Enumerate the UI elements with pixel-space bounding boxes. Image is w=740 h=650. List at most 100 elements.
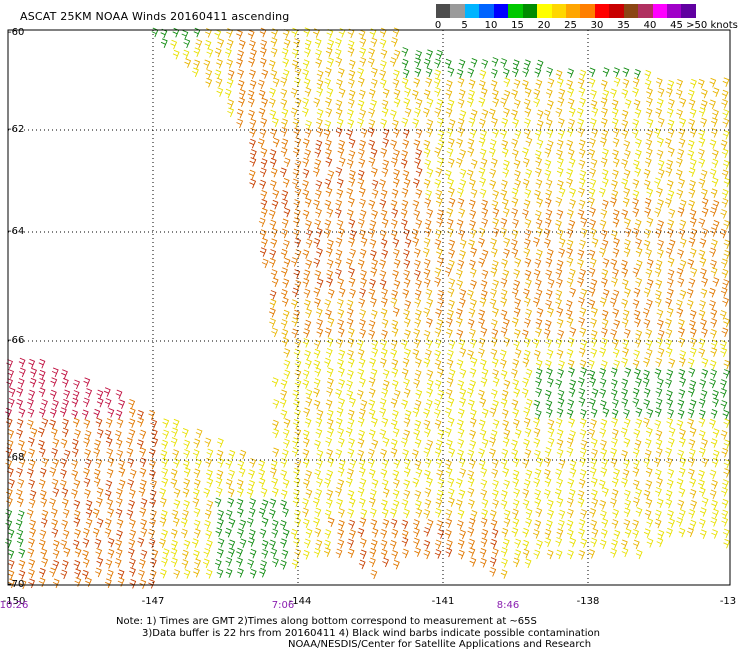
wind-barb xyxy=(216,87,224,97)
wind-barb xyxy=(391,358,399,369)
wind-barb xyxy=(170,468,178,479)
wind-barb xyxy=(566,257,574,267)
wind-barb xyxy=(558,519,565,530)
wind-barb xyxy=(490,337,498,347)
wind-barb xyxy=(502,538,510,548)
wind-barb xyxy=(457,419,464,429)
wind-barb xyxy=(481,269,489,280)
wind-barb xyxy=(601,318,609,329)
wind-barb xyxy=(503,517,511,528)
wind-barb xyxy=(589,219,596,229)
wind-barb xyxy=(567,337,575,347)
wind-barb xyxy=(382,88,390,98)
colorbar-swatch xyxy=(623,4,639,18)
wind-barb xyxy=(281,297,289,307)
wind-barb xyxy=(524,218,532,229)
wind-barb xyxy=(698,148,705,159)
wind-barb xyxy=(710,259,717,270)
wind-barb xyxy=(195,39,203,49)
wind-barb xyxy=(458,229,465,239)
wind-barb xyxy=(316,327,324,338)
wind-barb xyxy=(105,578,112,588)
wind-barb xyxy=(501,139,509,150)
wind-barb xyxy=(492,217,499,228)
wind-barb xyxy=(305,359,312,369)
wind-barb xyxy=(437,209,444,219)
wind-barb xyxy=(335,99,343,110)
wind-barb xyxy=(82,527,90,538)
wind-barb xyxy=(170,478,178,488)
wind-barb xyxy=(316,459,323,469)
wind-barb xyxy=(667,128,675,138)
wind-barb xyxy=(588,267,596,278)
wind-barb xyxy=(271,327,278,338)
wind-barb xyxy=(602,407,610,418)
wind-barb xyxy=(467,477,475,487)
wind-barb xyxy=(238,88,246,99)
wind-barb xyxy=(578,387,586,398)
wind-barb xyxy=(302,249,310,259)
wind-barb xyxy=(304,47,311,58)
wind-barb xyxy=(303,269,311,280)
wind-barb xyxy=(371,179,379,190)
wind-barb xyxy=(654,368,662,378)
wind-barb xyxy=(369,547,377,558)
wind-barb xyxy=(272,419,279,430)
wind-barb xyxy=(16,398,23,409)
wind-barb xyxy=(601,327,608,338)
wind-barb xyxy=(610,548,617,558)
wind-barb xyxy=(139,579,147,589)
wind-barb xyxy=(448,299,455,310)
wind-barb xyxy=(316,118,323,128)
wind-barb xyxy=(379,398,387,408)
wind-barb xyxy=(304,299,311,309)
wind-barb xyxy=(569,537,577,548)
wind-barb xyxy=(556,77,564,88)
wind-barb xyxy=(83,418,91,429)
wind-barb xyxy=(514,549,522,559)
wind-barb xyxy=(635,488,642,498)
wind-barb xyxy=(128,538,136,549)
wind-barb xyxy=(360,269,367,280)
wind-barb xyxy=(632,267,640,278)
wind-barb xyxy=(688,468,695,479)
wind-barb xyxy=(73,517,81,527)
wind-barb xyxy=(602,148,609,158)
wind-barb xyxy=(104,489,112,500)
wind-barb xyxy=(371,67,378,78)
wind-barb xyxy=(578,377,585,387)
wind-barb xyxy=(712,508,719,519)
wind-barb xyxy=(359,229,366,239)
wind-barb xyxy=(698,157,706,168)
wind-barb xyxy=(492,479,499,490)
wind-barb xyxy=(579,69,587,80)
wind-barb xyxy=(127,457,135,468)
wind-barb xyxy=(303,478,310,489)
wind-barb xyxy=(346,299,354,310)
wind-barb xyxy=(578,549,586,560)
wind-barb xyxy=(173,499,181,509)
wind-barb xyxy=(578,87,586,97)
wind-barb xyxy=(40,548,48,558)
wind-barb xyxy=(602,487,609,497)
wind-barb xyxy=(335,108,343,118)
wind-barb xyxy=(491,548,499,558)
wind-barb xyxy=(8,478,15,489)
wind-barb xyxy=(260,158,268,168)
wind-barb xyxy=(492,89,499,99)
wind-barb xyxy=(41,509,49,520)
wind-barb xyxy=(600,229,608,240)
wind-barb xyxy=(480,479,488,489)
wind-barb xyxy=(513,307,521,317)
wind-barb xyxy=(294,77,301,87)
wind-barb xyxy=(315,307,323,318)
wind-barb xyxy=(599,347,607,357)
wind-barb xyxy=(601,168,609,179)
wind-barb xyxy=(437,139,445,150)
wind-barb xyxy=(665,498,673,509)
wind-barb xyxy=(304,417,312,428)
wind-barb xyxy=(84,488,91,499)
wind-barb xyxy=(675,89,683,99)
wind-barb xyxy=(524,118,531,128)
wind-barb xyxy=(292,418,300,429)
